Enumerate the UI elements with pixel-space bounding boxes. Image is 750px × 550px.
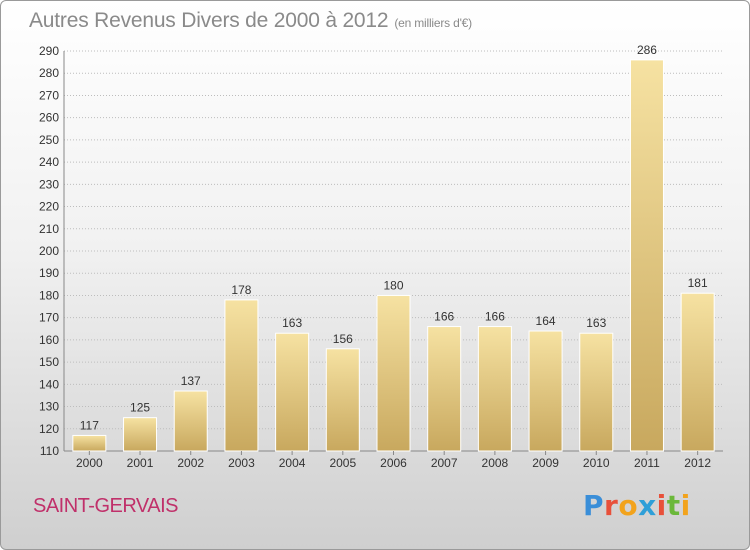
bar xyxy=(325,348,360,452)
chart-title: Autres Revenus Divers de 2000 à 2012 (en … xyxy=(29,9,472,33)
data-label: 166 xyxy=(485,310,505,324)
y-tick-label: 110 xyxy=(40,444,59,458)
bar xyxy=(123,417,158,452)
data-label: 117 xyxy=(80,418,99,432)
logo-letter: r xyxy=(604,489,619,522)
proxiti-logo: Proxiti xyxy=(583,489,691,522)
data-label: 137 xyxy=(181,374,201,388)
bar xyxy=(528,330,563,452)
logo-letter: i xyxy=(656,489,667,522)
y-tick-label: 240 xyxy=(39,155,59,169)
y-tick-label: 290 xyxy=(39,44,59,58)
data-label: 286 xyxy=(637,43,657,57)
y-tick-label: 230 xyxy=(39,177,59,191)
y-tick-label: 210 xyxy=(39,222,59,236)
bar xyxy=(275,332,310,452)
y-tick-label: 200 xyxy=(39,244,59,258)
logo-letter: o xyxy=(618,489,639,522)
y-tick-label: 250 xyxy=(39,133,59,147)
x-tick-label: 2000 xyxy=(76,456,103,470)
x-tick-label: 2004 xyxy=(279,456,306,470)
chart-title-text: Autres Revenus Divers de 2000 à 2012 xyxy=(29,9,389,32)
x-tick-label: 2007 xyxy=(431,456,458,470)
y-tick-label: 140 xyxy=(39,377,59,391)
y-tick-label: 150 xyxy=(39,355,59,369)
data-label: 156 xyxy=(333,332,353,346)
bar xyxy=(173,390,208,452)
data-label: 166 xyxy=(434,310,454,324)
data-label: 163 xyxy=(282,316,302,330)
x-tick-label: 2010 xyxy=(583,456,610,470)
x-tick-label: 2005 xyxy=(329,456,356,470)
x-tick-label: 2011 xyxy=(634,456,660,470)
bar xyxy=(579,332,614,452)
data-label: 181 xyxy=(688,276,708,290)
logo-letter: P xyxy=(583,489,605,522)
logo-letter: t xyxy=(666,489,681,522)
x-tick-label: 2002 xyxy=(177,456,204,470)
bar xyxy=(427,326,462,452)
chart-unit: (en milliers d'€) xyxy=(394,16,472,30)
y-tick-label: 160 xyxy=(39,333,59,347)
y-tick-label: 190 xyxy=(39,266,59,280)
data-label: 163 xyxy=(586,316,606,330)
bar xyxy=(680,292,715,452)
y-tick-label: 120 xyxy=(39,422,59,436)
y-tick-label: 180 xyxy=(39,288,59,302)
bar xyxy=(224,299,259,452)
data-label: 180 xyxy=(383,278,403,292)
y-tick-label: 270 xyxy=(39,88,59,102)
bar xyxy=(376,294,411,452)
y-tick-label: 260 xyxy=(39,111,59,125)
data-label: 178 xyxy=(231,283,251,297)
y-tick-label: 220 xyxy=(39,200,59,214)
data-label: 125 xyxy=(130,401,150,415)
bar xyxy=(477,326,512,452)
logo-letter: x xyxy=(638,489,657,522)
x-tick-label: 2009 xyxy=(532,456,559,470)
bar xyxy=(72,434,107,452)
data-label: 164 xyxy=(536,314,556,328)
x-tick-label: 2012 xyxy=(684,456,711,470)
y-tick-label: 130 xyxy=(39,400,59,414)
y-tick-label: 280 xyxy=(39,66,59,80)
bar xyxy=(629,59,664,452)
logo-letter: i xyxy=(680,489,691,522)
x-tick-label: 2008 xyxy=(482,456,509,470)
city-name: SAINT-GERVAIS xyxy=(33,495,179,517)
y-tick-label: 170 xyxy=(39,311,59,325)
x-tick-label: 2006 xyxy=(380,456,407,470)
x-tick-label: 2003 xyxy=(228,456,255,470)
x-tick-label: 2001 xyxy=(127,456,154,470)
